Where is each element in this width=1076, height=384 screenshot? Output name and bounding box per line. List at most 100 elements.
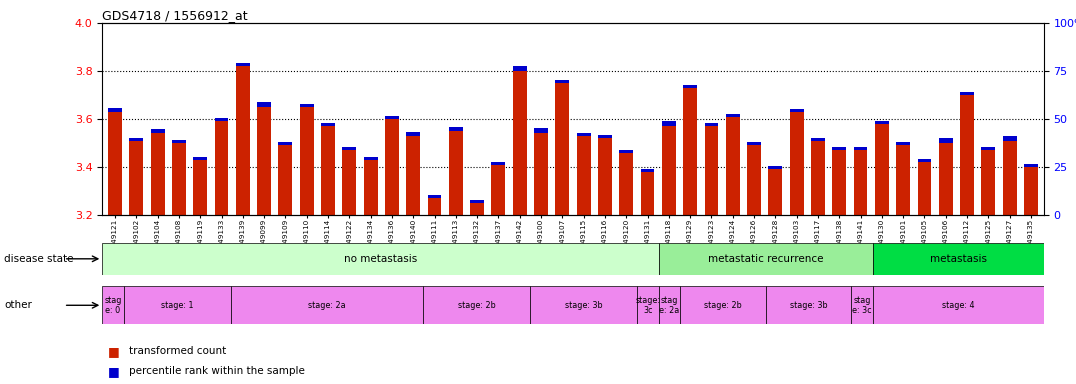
Bar [683, 88, 697, 215]
Bar [151, 129, 165, 134]
Bar [534, 128, 548, 134]
Text: ■: ■ [108, 365, 119, 378]
Text: stag
e: 0: stag e: 0 [104, 296, 122, 315]
Bar [530, 286, 637, 324]
Text: stag
e: 3c: stag e: 3c [852, 296, 872, 315]
Bar [423, 286, 530, 324]
Text: stage: 4: stage: 4 [942, 301, 975, 310]
Bar [129, 141, 143, 215]
Bar [853, 147, 867, 150]
Bar [300, 107, 313, 215]
Bar [555, 83, 569, 215]
Bar [726, 114, 739, 117]
Bar [851, 286, 873, 324]
Bar [194, 160, 207, 215]
Bar [364, 160, 378, 215]
Bar [1024, 164, 1038, 167]
Bar [640, 169, 654, 172]
Bar [194, 157, 207, 160]
Text: stage: 2b: stage: 2b [457, 301, 496, 310]
Bar [230, 286, 423, 324]
Bar [1003, 136, 1017, 141]
Bar [577, 133, 591, 136]
Bar [662, 126, 676, 215]
Text: stage: 3b: stage: 3b [565, 301, 603, 310]
Bar [939, 143, 952, 215]
Bar [151, 134, 165, 215]
Bar [513, 66, 526, 71]
Bar [577, 136, 591, 215]
Bar [257, 102, 271, 107]
Text: stag
e: 2a: stag e: 2a [660, 296, 679, 315]
Text: disease state: disease state [4, 254, 74, 264]
Bar [257, 107, 271, 215]
Bar [534, 134, 548, 215]
Bar [300, 104, 313, 107]
Bar [598, 135, 612, 138]
Bar [172, 143, 186, 215]
Bar [659, 243, 873, 275]
Bar [683, 85, 697, 88]
Bar [342, 147, 356, 150]
Bar [918, 162, 932, 215]
Bar [555, 80, 569, 83]
Bar [236, 66, 250, 215]
Bar [129, 137, 143, 141]
Bar [918, 159, 932, 162]
Bar [768, 169, 782, 215]
Bar [492, 162, 506, 165]
Bar [705, 126, 719, 215]
Bar [124, 286, 230, 324]
Text: metastasis: metastasis [930, 254, 987, 264]
Bar [939, 138, 952, 143]
Bar [896, 142, 910, 146]
Bar [790, 109, 804, 112]
Bar [960, 92, 974, 95]
Bar [102, 286, 124, 324]
Bar [833, 147, 846, 150]
Text: stage: 1: stage: 1 [161, 301, 194, 310]
Bar [811, 137, 825, 141]
Bar [449, 127, 463, 131]
Bar [833, 150, 846, 215]
Text: stage: 2b: stage: 2b [704, 301, 741, 310]
Bar [427, 198, 441, 215]
Bar [407, 136, 420, 215]
Bar [513, 71, 526, 215]
Bar [896, 146, 910, 215]
Bar [981, 150, 995, 215]
Bar [321, 123, 335, 126]
Bar [662, 121, 676, 126]
Bar [385, 116, 399, 119]
Bar [747, 142, 761, 146]
Bar [765, 286, 851, 324]
Text: stage: 3b: stage: 3b [790, 301, 827, 310]
Text: percentile rank within the sample: percentile rank within the sample [129, 366, 305, 376]
Bar [342, 150, 356, 215]
Bar [620, 153, 633, 215]
Bar [279, 146, 293, 215]
Bar [853, 150, 867, 215]
Text: GDS4718 / 1556912_at: GDS4718 / 1556912_at [102, 9, 247, 22]
Bar [449, 131, 463, 215]
Bar [492, 165, 506, 215]
Bar [873, 286, 1044, 324]
Bar [637, 286, 659, 324]
Bar [470, 200, 484, 203]
Bar [364, 157, 378, 160]
Bar [214, 118, 228, 121]
Bar [1024, 167, 1038, 215]
Bar [873, 243, 1044, 275]
Bar [108, 108, 122, 112]
Bar [427, 195, 441, 198]
Bar [726, 117, 739, 215]
Bar [470, 203, 484, 215]
Text: other: other [4, 300, 32, 310]
Bar [620, 149, 633, 153]
Text: stage:
3c: stage: 3c [635, 296, 661, 315]
Bar [680, 286, 765, 324]
Text: metastatic recurrence: metastatic recurrence [708, 254, 823, 264]
Bar [1003, 141, 1017, 215]
Bar [981, 147, 995, 150]
Bar [811, 141, 825, 215]
